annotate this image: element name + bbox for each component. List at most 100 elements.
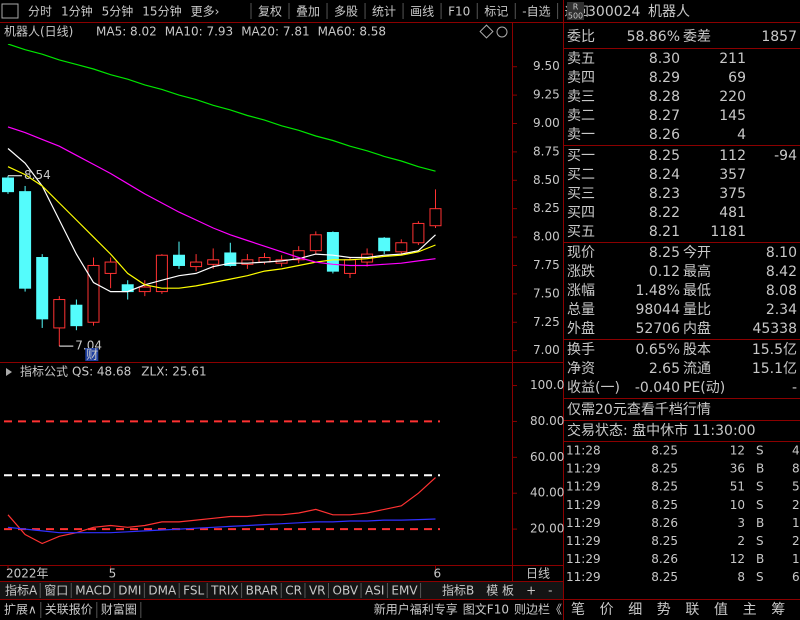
stat-value: 45338 [752, 321, 797, 337]
template-tab[interactable]: 指标B [442, 583, 474, 598]
y-tick-label: 8.00 [533, 230, 560, 244]
y-tick-label: 7.50 [533, 286, 560, 300]
indicator-tab[interactable]: ASI [365, 584, 384, 598]
menu-icon[interactable] [1, 3, 19, 19]
candle-body [395, 242, 408, 253]
tool-icon[interactable] [496, 26, 508, 38]
footer-link[interactable]: 则边栏《 [514, 602, 562, 617]
trade-price: 8.25 [651, 570, 678, 584]
annotation-label: 8.54 [24, 168, 51, 182]
label: 委比 [567, 29, 595, 45]
toolbar-button[interactable]: 画线 [410, 5, 434, 19]
ask-price: 8.26 [649, 127, 680, 143]
toolbar-tab[interactable]: 15分钟 [142, 4, 181, 19]
toolbar-tab[interactable]: 分时 [28, 5, 52, 19]
stat-label: 最低 [683, 283, 711, 299]
trade-count: 2 [792, 498, 800, 512]
badge-text: 500 [568, 12, 583, 21]
panel-button[interactable]: 笔 [571, 602, 585, 618]
trade-count: 4 [792, 444, 800, 458]
toolbar-tab[interactable]: 5分钟 [102, 4, 134, 19]
expand-icon[interactable] [6, 368, 12, 376]
indicator-tab[interactable]: FSL [183, 584, 204, 598]
stat-label: 涨跌 [567, 264, 595, 280]
toolbar-button[interactable]: 标记 [484, 5, 508, 19]
y-tick-label: 7.00 [533, 343, 560, 357]
toolbar-button[interactable]: F10 [448, 5, 470, 19]
badge-text: R [573, 3, 579, 12]
y-tick-label: 9.25 [533, 88, 560, 102]
footer-link[interactable]: 关联报价 [45, 602, 93, 617]
indicator-tab[interactable]: EMV [391, 584, 418, 598]
indicator-tab[interactable]: DMA [148, 584, 177, 598]
panel-button[interactable]: 细 [628, 602, 642, 618]
ma-line [7, 166, 436, 289]
stat-value: 8.42 [766, 264, 797, 280]
trade-price: 8.25 [651, 480, 678, 494]
indicator-tab[interactable]: OBV [333, 584, 359, 598]
candle-body [104, 261, 117, 274]
trade-price: 8.25 [651, 498, 678, 512]
toolbar-tab[interactable]: 1分钟 [61, 4, 93, 19]
stat-label: 外盘 [567, 320, 595, 337]
badge[interactable]: 财 [86, 348, 98, 362]
trade-count: 1 [792, 552, 800, 566]
indicator-tab[interactable]: TRIX [210, 584, 238, 598]
ma-line [7, 148, 436, 293]
y-tick-label: 8.50 [533, 173, 560, 187]
indicator-tab[interactable]: MACD [75, 584, 111, 598]
bid-change: -94 [774, 148, 797, 164]
toolbar-button[interactable]: 复权 [258, 5, 282, 19]
template-tab[interactable]: - [548, 584, 552, 598]
stat-label: 收益(一) [567, 380, 620, 396]
indicator-tab[interactable]: DMI [118, 584, 141, 598]
footer-link[interactable]: 新用户福利专享 [374, 602, 458, 617]
ask-price: 8.30 [649, 51, 680, 67]
template-tab[interactable]: 模 板 [486, 584, 514, 598]
candle-body [70, 304, 83, 327]
panel-button[interactable]: 值 [714, 602, 728, 618]
template-tab[interactable]: + [526, 584, 536, 598]
panel-button[interactable]: 主 [743, 602, 757, 618]
ma-line [7, 44, 436, 172]
y-tick-label: 7.75 [533, 258, 560, 272]
panel-button[interactable]: 价 [600, 602, 614, 618]
y-tick-label: 100.0 [530, 378, 564, 392]
toolbar-button[interactable]: -自选 [522, 5, 550, 19]
stat-value: - [792, 380, 797, 396]
indicator-tab[interactable]: 窗口 [44, 584, 68, 598]
indicator-tab[interactable]: VR [309, 584, 326, 598]
period-label[interactable]: 日线 [526, 567, 550, 581]
panel-button[interactable]: 联 [685, 602, 699, 618]
indicator-tab[interactable]: 指标A [5, 583, 38, 598]
bid-volume: 481 [719, 205, 746, 221]
panel-button[interactable]: 筹 [771, 601, 785, 618]
promo-banner[interactable]: 仅需20元查看千档行情 [567, 402, 711, 418]
panel-title: 指标公式 [20, 364, 68, 379]
indicator-tab[interactable]: BRAR [246, 584, 279, 598]
indicator-tab[interactable]: CR [285, 584, 302, 598]
trade-side: S [756, 570, 764, 584]
tool-icon[interactable] [479, 24, 494, 39]
panel-button[interactable]: 势 [657, 602, 671, 618]
trade-price: 8.25 [651, 534, 678, 548]
ma-line [7, 126, 436, 267]
footer-link[interactable]: 扩展∧ [4, 603, 37, 617]
stat-value: 1.48% [636, 283, 680, 299]
toolbar-button[interactable]: 叠加 [296, 5, 320, 19]
bid-price: 8.24 [649, 167, 680, 183]
toolbar-button[interactable]: 统计 [372, 5, 396, 19]
toolbar-tab[interactable]: 更多› [191, 5, 220, 19]
trade-price: 8.25 [651, 462, 678, 476]
candle-body [155, 254, 168, 293]
toolbar-button[interactable]: 多股 [334, 5, 358, 19]
trade-volume: 12 [730, 444, 745, 458]
bid-volume: 1181 [710, 224, 746, 240]
footer-link[interactable]: 财富圈 [101, 602, 137, 617]
stock-code: 300024 [587, 4, 641, 20]
ask-price: 8.27 [649, 108, 680, 124]
stat-label: 总量 [567, 302, 595, 318]
ask-volume: 211 [719, 51, 746, 67]
footer-link[interactable]: 图文F10 [463, 602, 509, 617]
